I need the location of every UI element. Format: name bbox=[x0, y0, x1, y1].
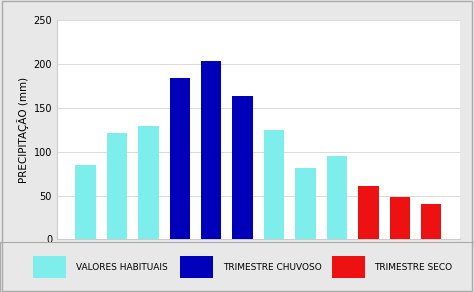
Bar bbox=[421, 204, 441, 239]
Bar bbox=[358, 186, 379, 239]
Bar bbox=[327, 156, 347, 239]
Bar bbox=[232, 96, 253, 239]
Bar bbox=[295, 168, 316, 239]
Bar bbox=[170, 78, 190, 239]
Bar bbox=[390, 197, 410, 239]
Text: TRIMESTRE SECO: TRIMESTRE SECO bbox=[374, 263, 453, 272]
Bar bbox=[264, 130, 284, 239]
Bar bbox=[138, 126, 158, 239]
Bar bbox=[75, 165, 96, 239]
Text: VALORES HABITUAIS: VALORES HABITUAIS bbox=[76, 263, 168, 272]
Bar bbox=[201, 61, 221, 239]
Text: TRIMESTRE CHUVOSO: TRIMESTRE CHUVOSO bbox=[223, 263, 321, 272]
Bar bbox=[107, 133, 127, 239]
FancyBboxPatch shape bbox=[180, 256, 213, 278]
FancyBboxPatch shape bbox=[332, 256, 365, 278]
X-axis label: MESES: MESES bbox=[241, 258, 276, 268]
FancyBboxPatch shape bbox=[33, 256, 66, 278]
Y-axis label: PRECIPITAÇÃO (mm): PRECIPITAÇÃO (mm) bbox=[18, 77, 29, 183]
